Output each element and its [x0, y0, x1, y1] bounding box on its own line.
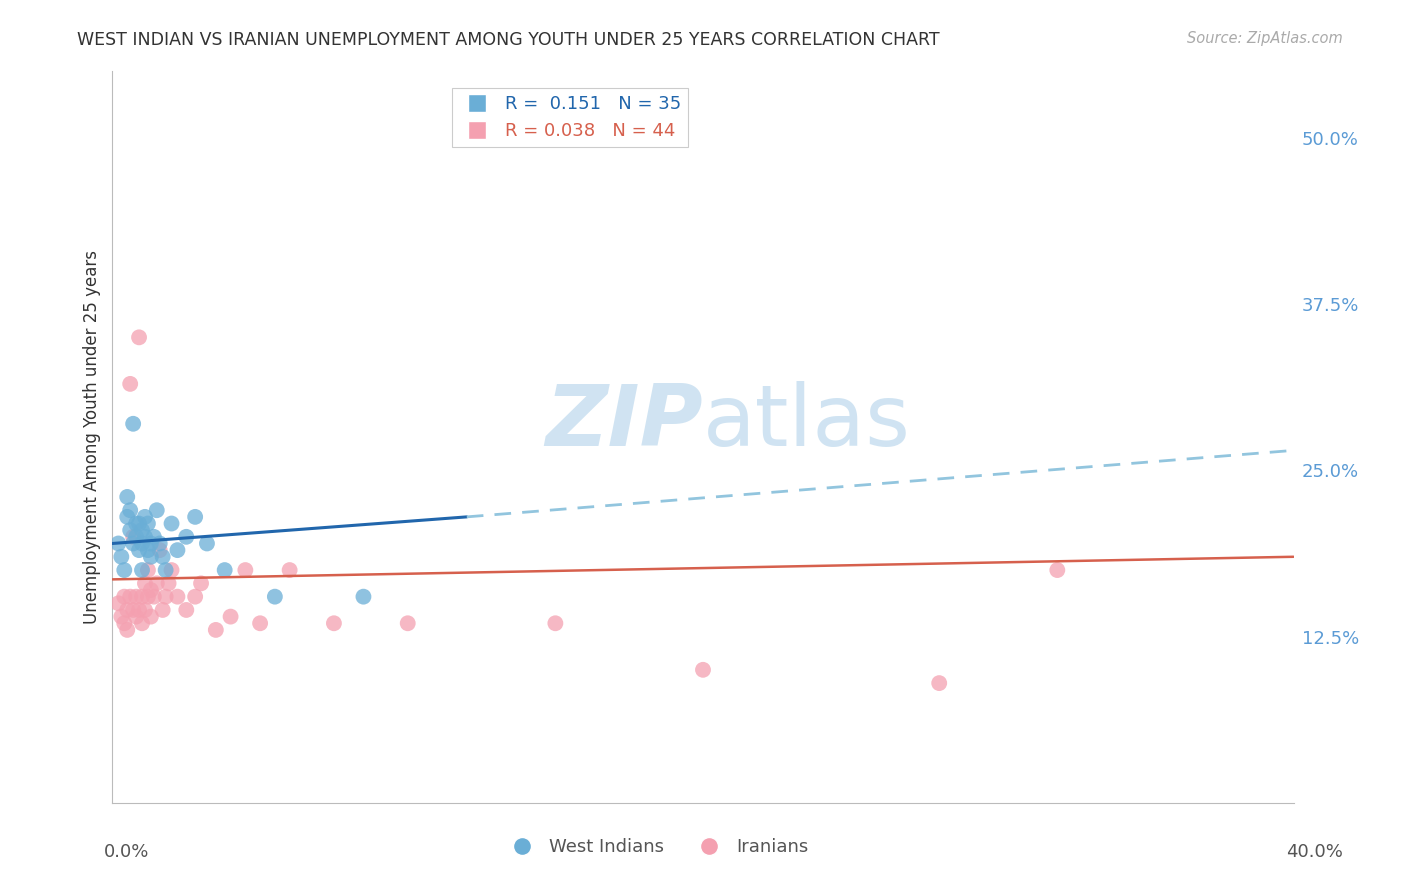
Point [122, 530, 145, 544]
Point [139, 549, 162, 564]
Text: atlas: atlas [703, 381, 911, 464]
Point [134, 603, 156, 617]
Point [184, 590, 207, 604]
Point [142, 590, 165, 604]
Y-axis label: Unemployment Among Youth under 25 years: Unemployment Among Youth under 25 years [83, 250, 101, 624]
Point [544, 616, 567, 631]
Point [233, 563, 256, 577]
Point [110, 549, 132, 564]
Point [112, 616, 135, 631]
Point [128, 516, 150, 531]
Point [134, 509, 156, 524]
Point [396, 616, 419, 631]
Point [136, 590, 159, 604]
Point [112, 590, 135, 604]
Point [131, 616, 153, 631]
Point [131, 536, 153, 550]
Legend: West Indians, Iranians: West Indians, Iranians [496, 830, 815, 863]
Point [128, 603, 150, 617]
Point [146, 503, 169, 517]
Point [323, 616, 346, 631]
Point [155, 563, 177, 577]
Point [219, 609, 242, 624]
Point [152, 549, 174, 564]
Point [125, 590, 148, 604]
Text: 0.0%: 0.0% [104, 843, 149, 861]
Point [157, 576, 180, 591]
Point [122, 536, 145, 550]
Point [120, 523, 142, 537]
Point [120, 376, 142, 391]
Point [136, 543, 159, 558]
Point [352, 590, 374, 604]
Text: ZIP: ZIP [546, 381, 703, 464]
Point [134, 530, 156, 544]
Point [214, 563, 236, 577]
Point [152, 603, 174, 617]
Point [134, 576, 156, 591]
Text: WEST INDIAN VS IRANIAN UNEMPLOYMENT AMONG YOUTH UNDER 25 YEARS CORRELATION CHART: WEST INDIAN VS IRANIAN UNEMPLOYMENT AMON… [77, 31, 941, 49]
Point [249, 616, 271, 631]
Point [117, 509, 138, 524]
Point [692, 663, 714, 677]
Point [190, 576, 212, 591]
Point [131, 590, 153, 604]
Point [117, 603, 138, 617]
Point [1046, 563, 1069, 577]
Point [117, 490, 138, 504]
Point [205, 623, 228, 637]
Point [160, 516, 183, 531]
Point [195, 536, 218, 550]
Point [120, 590, 142, 604]
Point [110, 609, 132, 624]
Point [107, 596, 129, 610]
Point [174, 530, 197, 544]
Point [160, 563, 183, 577]
Point [112, 563, 135, 577]
Point [120, 503, 142, 517]
Text: Source: ZipAtlas.com: Source: ZipAtlas.com [1187, 31, 1343, 46]
Point [155, 590, 177, 604]
Point [131, 523, 153, 537]
Point [278, 563, 301, 577]
Point [142, 530, 165, 544]
Point [136, 563, 159, 577]
Point [136, 516, 159, 531]
Text: 40.0%: 40.0% [1286, 843, 1343, 861]
Point [122, 603, 145, 617]
Point [149, 543, 172, 558]
Point [125, 530, 148, 544]
Point [107, 536, 129, 550]
Point [174, 603, 197, 617]
Point [264, 590, 287, 604]
Point [125, 516, 148, 531]
Point [122, 417, 145, 431]
Point [128, 543, 150, 558]
Point [139, 582, 162, 597]
Point [139, 536, 162, 550]
Point [131, 563, 153, 577]
Point [128, 330, 150, 344]
Point [928, 676, 950, 690]
Point [146, 576, 169, 591]
Point [139, 609, 162, 624]
Point [149, 536, 172, 550]
Point [125, 609, 148, 624]
Point [166, 543, 188, 558]
Point [166, 590, 188, 604]
Point [117, 623, 138, 637]
Point [184, 509, 207, 524]
